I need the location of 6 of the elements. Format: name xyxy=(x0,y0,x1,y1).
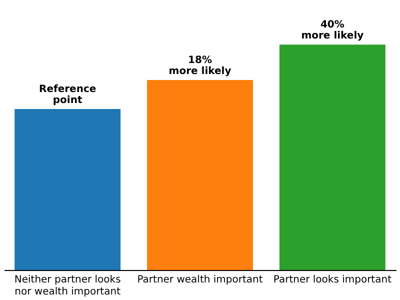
x-tick-label: Neither partner looks nor wealth important xyxy=(14,274,121,298)
annotation: Reference point xyxy=(38,84,96,106)
x-tick-label: Partner looks important xyxy=(273,274,392,286)
annotation: 18% more likely xyxy=(168,54,232,77)
annotation: 40% more likely xyxy=(301,20,364,42)
x-tick-label: Partner wealth important xyxy=(137,274,263,286)
